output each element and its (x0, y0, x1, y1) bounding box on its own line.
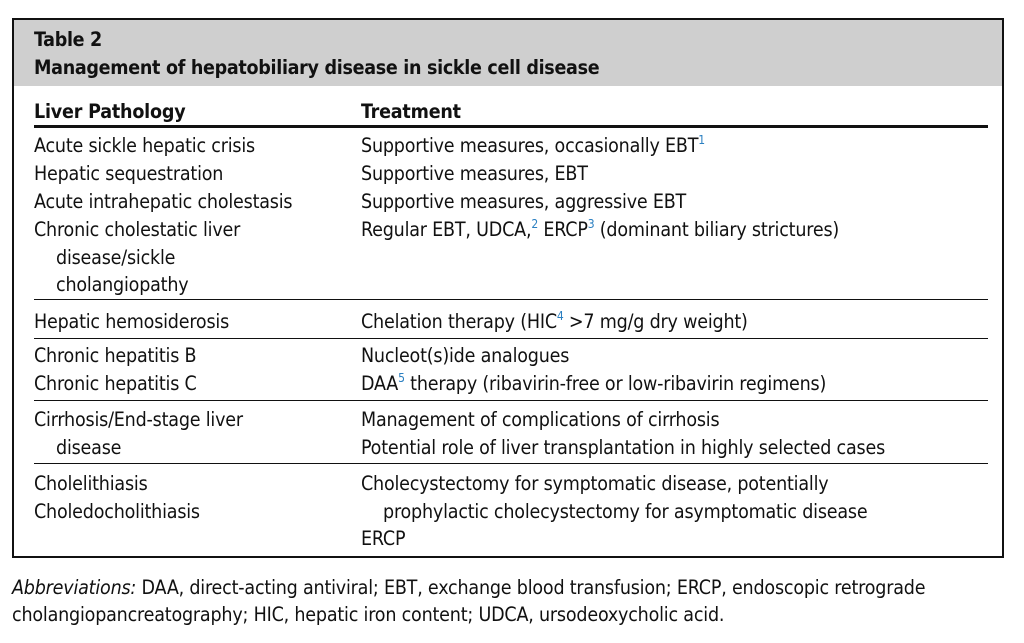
pathology-cell: Chronic hepatitis C (34, 372, 197, 395)
footnote-label: Abbreviations: (12, 576, 137, 599)
treatment-cell: Cholecystectomy for symptomatic disease,… (361, 472, 868, 550)
treatment-cell: Management of complications of cirrhosis… (361, 408, 886, 459)
treatment-cell: Supportive measures, aggressive EBT (361, 190, 687, 213)
abbreviations-footnote: Abbreviations: DAA, direct-acting antivi… (12, 574, 1012, 628)
pathology-cell: Cirrhosis/End-stage liver disease (34, 408, 243, 459)
table-label: Table 2 (34, 28, 102, 51)
row-divider (34, 400, 988, 401)
footnote-ref[interactable]: 3 (587, 217, 595, 231)
footnote-ref[interactable]: 1 (698, 133, 705, 147)
row-divider (34, 338, 988, 339)
table-caption: Table 2 Management of hepatobiliary dise… (14, 20, 1002, 86)
footnote-ref[interactable]: 4 (556, 309, 564, 323)
pathology-cell: Acute sickle hepatic crisis (34, 134, 255, 157)
treatment-cell: DAA5 therapy (ribavirin-free or low-riba… (361, 371, 827, 395)
footnote-text: DAA, direct-acting antiviral; EBT, excha… (12, 576, 926, 626)
footnote-ref[interactable]: 5 (398, 371, 405, 385)
pathology-cell: Hepatic hemosiderosis (34, 310, 230, 333)
header-treatment: Treatment (361, 100, 461, 123)
pathology-cell: Acute intrahepatic cholestasis (34, 190, 293, 213)
table-frame: Table 2 Management of hepatobiliary dise… (12, 18, 1004, 558)
table-title: Management of hepatobiliary disease in s… (34, 56, 600, 79)
treatment-cell: Nucleot(s)ide analogues (361, 344, 570, 367)
pathology-cell: Hepatic sequestration (34, 162, 224, 185)
header-liver-pathology: Liver Pathology (34, 100, 186, 123)
pathology-cell: Chronic hepatitis B (34, 344, 197, 367)
treatment-cell: Supportive measures, occasionally EBT1 (361, 133, 705, 157)
header-rule (34, 125, 988, 128)
treatment-cell: Supportive measures, EBT (361, 162, 588, 185)
row-divider (34, 463, 988, 464)
footnote-ref[interactable]: 2 (531, 217, 538, 231)
pathology-cell: Chronic cholestatic liver disease/sickle… (34, 218, 241, 296)
row-divider (34, 299, 988, 300)
pathology-cell: Cholelithiasis Choledocholithiasis (34, 472, 200, 523)
treatment-cell: Chelation therapy (HIC4 >7 mg/g dry weig… (361, 309, 748, 333)
treatment-cell: Regular EBT, UDCA,2 ERCP3 (dominant bili… (361, 217, 840, 241)
